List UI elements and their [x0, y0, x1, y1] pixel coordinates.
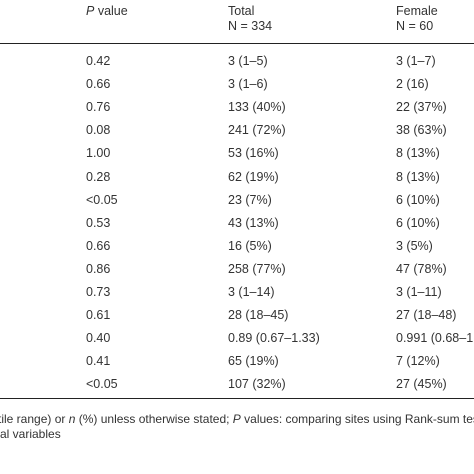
cell-total: 23 (7%) [228, 192, 272, 207]
cell-p-value: 0.08 [86, 123, 111, 138]
cell-total: 0.89 (0.67–1.33) [228, 331, 320, 346]
header-female: Female N = 60 [396, 4, 438, 34]
cell-p-value: <0.05 [86, 192, 118, 207]
footnote-text-b: (%) unless otherwise stated; [75, 412, 233, 426]
footnote-line-2: cal variables [0, 427, 61, 441]
cell-female: 47 (78%) [396, 261, 447, 276]
table-row: 0.41 65 (19%) 7 (12%) [0, 351, 474, 371]
cell-p-value: 0.40 [86, 331, 111, 346]
table-row: 0.76 133 (40%) 22 (37%) [0, 97, 474, 117]
table-row: 0.40 0.89 (0.67–1.33) 0.991 (0.68–1. [0, 328, 474, 348]
cell-female: 2 (16) [396, 77, 429, 92]
table-row: 0.61 28 (18–45) 27 (18–48) [0, 305, 474, 325]
cell-total: 133 (40%) [228, 100, 286, 115]
cell-total: 16 (5%) [228, 238, 272, 253]
cell-p-value: 1.00 [86, 146, 111, 161]
cell-total: 107 (32%) [228, 377, 286, 392]
header-p-italic: P [86, 4, 95, 18]
cell-p-value: 0.41 [86, 354, 111, 369]
cell-p-value: 0.53 [86, 215, 111, 230]
cell-female: 6 (10%) [396, 192, 440, 207]
table-footnote: rtile range) or n (%) unless otherwise s… [0, 412, 474, 442]
table-row: 0.86 258 (77%) 47 (78%) [0, 259, 474, 279]
cell-female: 3 (1–7) [396, 54, 436, 68]
footnote-n-italic: n [68, 412, 76, 426]
cell-p-value: 0.66 [86, 77, 111, 92]
cell-total: 3 (1–6) [228, 77, 268, 92]
table-row: 0.66 3 (1–6) 2 (16) [0, 74, 474, 94]
cell-female: 22 (37%) [396, 100, 447, 115]
header-total-title: Total [228, 4, 255, 18]
header-female-title: Female [396, 4, 438, 18]
header-total-n: N = 334 [228, 19, 273, 33]
footnote-line-1: rtile range) or n (%) unless otherwise s… [0, 412, 474, 427]
table-row: 0.73 3 (1–14) 3 (1–11) [0, 282, 474, 302]
table-row: 0.28 62 (19%) 8 (13%) [0, 167, 474, 187]
table-row: <0.05 107 (32%) 27 (45%) [0, 374, 474, 394]
footnote-text-c: values: comparing sites using Rank-sum t… [240, 412, 474, 426]
header-p-rest: value [94, 4, 128, 18]
cell-total: 258 (77%) [228, 261, 286, 276]
cell-total: 3 (1–5) [228, 54, 268, 68]
cell-female: 38 (63%) [396, 123, 447, 138]
cell-p-value: 0.86 [86, 261, 111, 276]
cell-p-value: 0.66 [86, 238, 111, 253]
bottom-rule [0, 398, 474, 399]
header-total: Total N = 334 [228, 4, 272, 34]
cell-total: 53 (16%) [228, 146, 279, 161]
cell-total: 62 (19%) [228, 169, 279, 184]
cell-total: 241 (72%) [228, 123, 286, 138]
cell-p-value: 0.76 [86, 100, 111, 115]
table-row: 1.00 53 (16%) 8 (13%) [0, 143, 474, 163]
table-row: 0.66 16 (5%) 3 (5%) [0, 236, 474, 256]
cell-female: 6 (10%) [396, 215, 440, 230]
cell-female: 7 (12%) [396, 354, 440, 369]
footnote-text-a: rtile range) or [0, 412, 69, 426]
cell-female: 27 (45%) [396, 377, 447, 392]
table-row: 0.08 241 (72%) 38 (63%) [0, 120, 474, 140]
cell-female: 0.991 (0.68–1. [396, 331, 474, 346]
cell-p-value: 0.73 [86, 285, 111, 299]
header-p-value: P value [86, 4, 128, 19]
table-header: P value Total N = 334 Female N = 60 [0, 0, 474, 42]
cell-female: 3 (1–11) [396, 285, 442, 299]
cell-p-value: 0.28 [86, 169, 111, 184]
cell-female: 27 (18–48) [396, 308, 457, 323]
cell-p-value: 0.61 [86, 308, 111, 323]
table-row: 0.42 3 (1–5) 3 (1–7) [0, 51, 474, 71]
cell-female: 8 (13%) [396, 146, 440, 161]
cell-total: 3 (1–14) [228, 285, 275, 299]
table-row: <0.05 23 (7%) 6 (10%) [0, 190, 474, 210]
cell-total: 28 (18–45) [228, 308, 289, 323]
cell-female: 8 (13%) [396, 169, 440, 184]
table-row: 0.53 43 (13%) 6 (10%) [0, 213, 474, 233]
cell-p-value: 0.42 [86, 54, 111, 68]
cell-p-value: <0.05 [86, 377, 118, 392]
header-rule [0, 43, 474, 44]
cell-total: 65 (19%) [228, 354, 279, 369]
cell-total: 43 (13%) [228, 215, 279, 230]
cell-female: 3 (5%) [396, 238, 433, 253]
header-female-n: N = 60 [396, 19, 434, 33]
footnote-p-italic: P [232, 412, 241, 426]
